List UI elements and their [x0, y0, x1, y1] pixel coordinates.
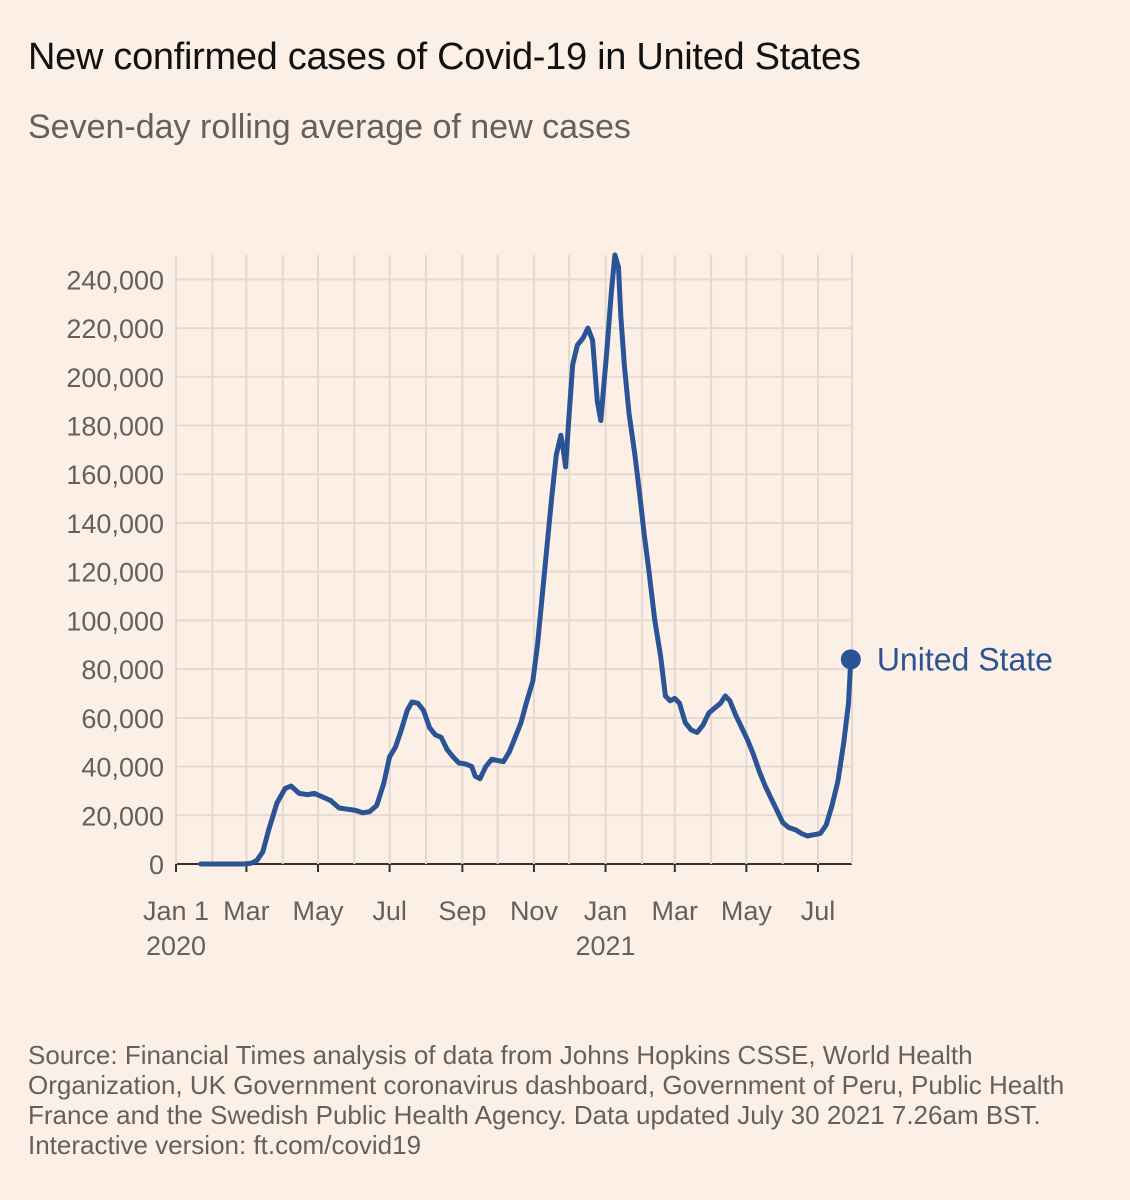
- x-tick-label: Sep: [438, 896, 486, 926]
- y-tick-label: 80,000: [81, 655, 164, 685]
- y-tick-label: 220,000: [66, 314, 164, 344]
- x-tick-label: Jan: [584, 896, 628, 926]
- source-text: Source: Financial Times analysis of data…: [28, 1040, 1065, 1130]
- y-tick-label: 100,000: [66, 606, 164, 636]
- y-tick-label: 60,000: [81, 704, 164, 734]
- x-tick-year-label: 2021: [576, 931, 636, 961]
- series-line: [198, 252, 854, 867]
- line-chart: 0 20,000 40,000 60,000 80,000 100,000 120,000 1…: [66, 252, 1053, 961]
- series-group: United State: [198, 252, 1053, 867]
- x-tick-label: Jan 1: [143, 896, 209, 926]
- axis-labels: 0 20,000 40,000 60,000 80,000 100,000 120,000 1…: [66, 265, 835, 961]
- x-tick-label: Jul: [801, 896, 836, 926]
- y-tick-label: 180,000: [66, 412, 164, 442]
- source-note: Source: Financial Times analysis of data…: [28, 1040, 1113, 1160]
- series-end-label: United State: [877, 641, 1053, 677]
- y-tick-label: 160,000: [66, 460, 164, 490]
- y-tick-label: 240,000: [66, 265, 164, 295]
- y-tick-label: 200,000: [66, 363, 164, 393]
- x-tick-label: Mar: [223, 896, 270, 926]
- chart-title: New confirmed cases of Covid-19 in Unite…: [28, 36, 861, 78]
- x-tick-year-label: 2020: [146, 931, 206, 961]
- x-tick-label: Jul: [372, 896, 407, 926]
- chart-subtitle: Seven-day rolling average of new cases: [28, 108, 631, 146]
- grid-lines: [175, 255, 853, 872]
- x-tick-label: May: [721, 896, 773, 926]
- series-end-marker: [840, 649, 861, 670]
- y-tick-label: 0: [149, 850, 164, 880]
- y-tick-label: 40,000: [81, 753, 164, 783]
- x-tick-label: Mar: [652, 896, 699, 926]
- updated-text: Data updated July 30 2021 7.26am BST. In…: [28, 1100, 1041, 1160]
- x-tick-label: Nov: [510, 896, 559, 926]
- x-tick-label: May: [292, 896, 344, 926]
- y-tick-label: 140,000: [66, 509, 164, 539]
- y-tick-label: 120,000: [66, 558, 164, 588]
- y-tick-label: 20,000: [81, 801, 164, 831]
